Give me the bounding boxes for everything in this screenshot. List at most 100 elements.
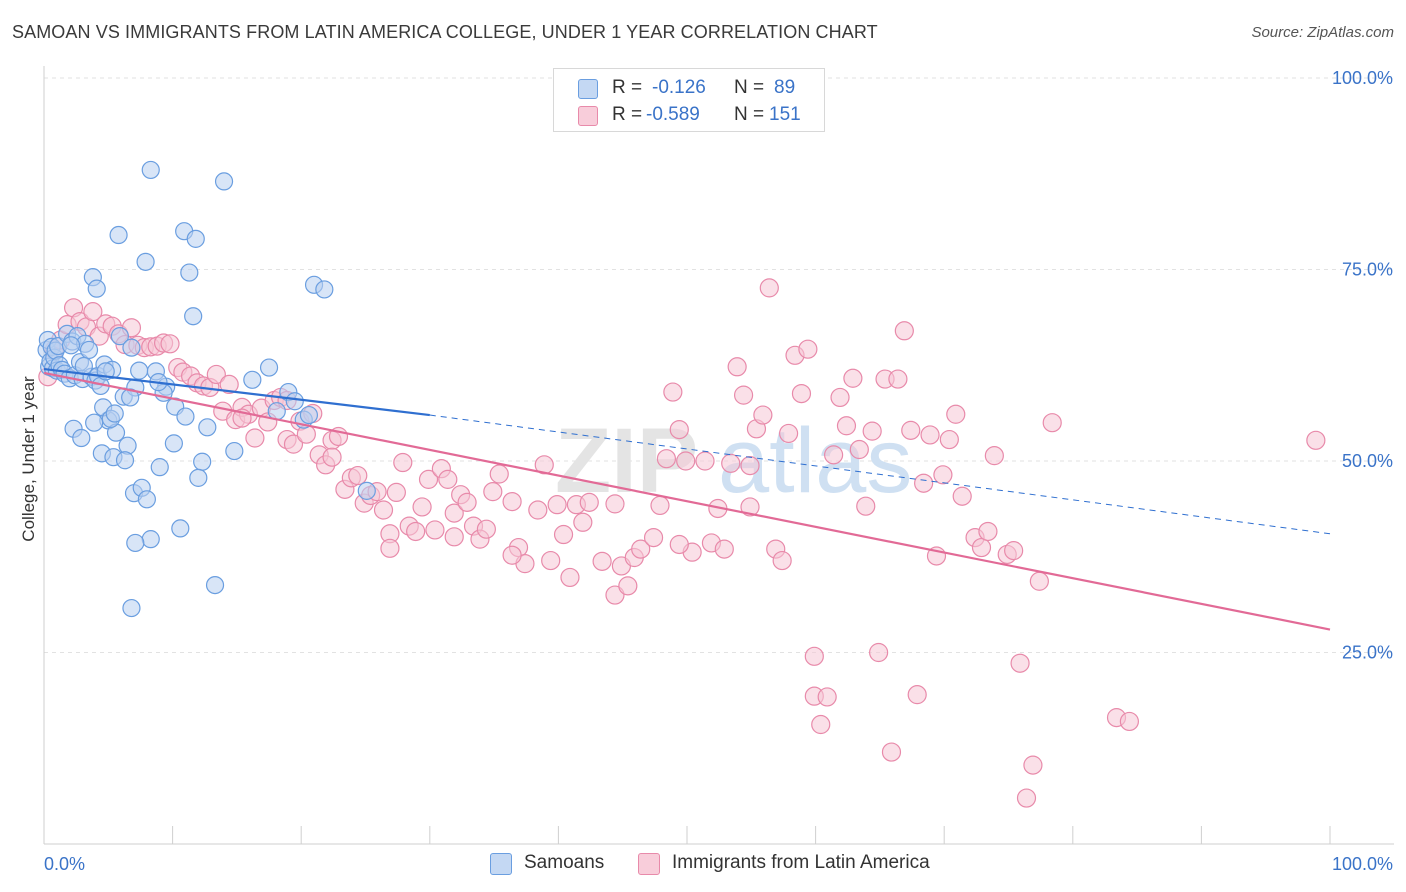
data-point-latin-america (798, 339, 818, 359)
y-tick-label: 100.0% (1332, 68, 1393, 88)
data-point-latin-america (733, 385, 754, 405)
data-point-latin-america (206, 364, 226, 385)
trend-line-samoans-extension (429, 414, 1331, 535)
data-point-latin-america (393, 452, 413, 473)
data-point-latin-america (579, 492, 599, 512)
data-point-latin-america (650, 495, 670, 516)
data-point-samoans (205, 575, 225, 595)
chart-title: SAMOAN VS IMMIGRANTS FROM LATIN AMERICA … (12, 22, 878, 42)
data-point-latin-america (348, 465, 368, 486)
data-point-latin-america (881, 742, 902, 762)
data-point-latin-america (489, 464, 509, 484)
data-point-latin-america (894, 321, 914, 341)
data-point-latin-america (939, 429, 959, 450)
data-point-latin-america (759, 278, 779, 298)
legend-r-value: -0.126 (652, 77, 706, 98)
data-point-latin-america (933, 465, 953, 485)
data-point-latin-america (406, 521, 426, 542)
data-point-latin-america (920, 425, 940, 445)
legend-n-value: 89 (774, 77, 796, 98)
data-point-latin-america (772, 550, 792, 571)
data-point-samoans (171, 519, 190, 538)
legend-n-label: N = (734, 104, 765, 125)
data-point-samoans (126, 533, 145, 553)
data-point-latin-america (978, 521, 998, 542)
data-point-samoans (315, 280, 334, 299)
data-point-samoans (150, 458, 169, 477)
data-point-latin-america (811, 714, 831, 735)
series-pink-points (38, 278, 1326, 808)
data-point-samoans (299, 405, 319, 425)
data-point-latin-america (219, 374, 239, 394)
data-point-latin-america (669, 419, 689, 440)
data-point-latin-america (560, 567, 580, 588)
data-point-latin-america (727, 357, 747, 377)
legend-row-samoans: R = -0.126 N = 89 (554, 74, 824, 102)
legend-stats: R = -0.126 N = 89 R = -0.589 N = 151 (553, 68, 825, 132)
data-point-samoans (189, 468, 208, 487)
chart-source: Source: ZipAtlas.com (1251, 24, 1394, 41)
legend-n-label: N = (734, 77, 765, 98)
data-point-latin-america (1029, 571, 1049, 591)
data-point-samoans (141, 160, 160, 180)
data-point-samoans (357, 481, 376, 500)
data-point-latin-america (714, 539, 734, 559)
data-point-latin-america (856, 496, 876, 516)
y-tick-label: 50.0% (1342, 451, 1393, 471)
data-point-samoans (186, 229, 205, 248)
data-point-latin-america (753, 405, 773, 425)
legend-swatch-pink (578, 106, 598, 126)
data-point-latin-america (778, 423, 799, 444)
data-point-samoans (122, 338, 141, 357)
y-tick-labels: 100.0% 75.0% 50.0% 25.0% (1332, 68, 1393, 663)
data-point-latin-america (438, 469, 458, 489)
data-point-latin-america (740, 455, 760, 476)
data-point-latin-america (721, 453, 741, 473)
data-point-latin-america (1119, 711, 1139, 732)
data-point-latin-america (676, 451, 696, 471)
data-point-samoans (137, 490, 156, 509)
legend-label-samoans: Samoans (524, 852, 605, 873)
data-point-samoans (122, 598, 141, 618)
y-tick-label: 75.0% (1342, 260, 1393, 280)
data-point-latin-america (901, 420, 921, 440)
data-point-latin-america (946, 404, 966, 424)
data-point-latin-america (843, 368, 863, 388)
data-point-latin-america (592, 551, 612, 571)
data-point-latin-america (425, 520, 445, 540)
y-tick-label: 25.0% (1342, 643, 1393, 663)
data-point-latin-america (862, 421, 882, 441)
data-point-latin-america (528, 500, 548, 520)
trend-lines (43, 367, 1331, 631)
data-point-latin-america (869, 642, 889, 663)
data-point-latin-america (605, 494, 625, 514)
data-point-samoans (79, 340, 99, 360)
data-point-samoans (130, 361, 149, 380)
data-point-samoans (115, 451, 135, 470)
data-point-latin-america (160, 334, 180, 354)
data-point-latin-america (1023, 755, 1043, 775)
data-point-latin-america (631, 539, 651, 559)
data-point-latin-america (1042, 413, 1062, 433)
legend-r-value: -0.589 (646, 104, 700, 125)
data-point-latin-america (245, 428, 265, 448)
data-point-samoans (176, 407, 195, 426)
data-point-samoans (193, 452, 212, 471)
axes (43, 66, 1394, 845)
x-tick-label: 0.0% (44, 854, 85, 874)
data-point-latin-america (740, 497, 760, 517)
data-point-samoans (259, 358, 279, 377)
data-point-latin-america (444, 527, 464, 547)
data-point-latin-america (830, 387, 850, 408)
data-point-latin-america (83, 302, 103, 322)
data-point-latin-america (952, 486, 972, 506)
data-point-samoans (136, 252, 155, 271)
data-point-latin-america (373, 500, 394, 520)
legend-r-label: R = (612, 77, 643, 98)
data-point-latin-america (1004, 541, 1024, 561)
data-point-samoans (109, 225, 128, 245)
data-point-samoans (105, 404, 124, 423)
y-axis-label: College, Under 1 year (19, 376, 38, 542)
data-point-latin-america (1016, 788, 1037, 808)
